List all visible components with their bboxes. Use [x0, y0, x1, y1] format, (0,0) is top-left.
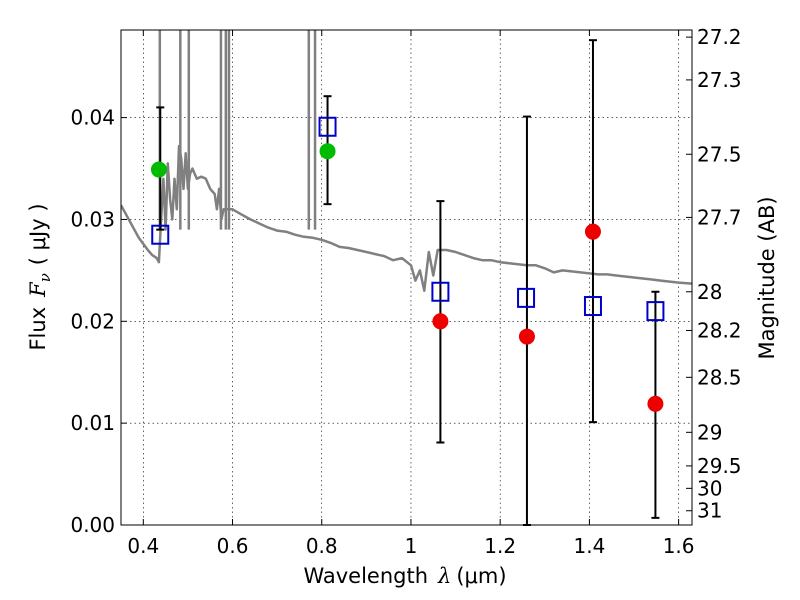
- y-tick-label: 0.03: [70, 207, 115, 231]
- y-tick-label: 0.02: [70, 309, 115, 333]
- detection-point: [319, 143, 336, 160]
- model-magnitude-square: [646, 301, 665, 322]
- x-tick-label: 0.8: [306, 534, 338, 558]
- upper-limit-point: [584, 223, 601, 240]
- x-tick-label: 0.6: [217, 534, 249, 558]
- y-tick-label: 0.04: [70, 106, 115, 130]
- y2-tick-label: 27.7: [697, 205, 742, 229]
- y2-tick-label: 27.2: [697, 25, 742, 49]
- y2-tick-label: 27.5: [697, 142, 742, 166]
- upper-limit-point: [518, 328, 535, 345]
- x-tick-label: 0.4: [127, 534, 159, 558]
- y-tick-label: 0.00: [70, 513, 115, 537]
- model-magnitude-square: [431, 281, 450, 302]
- y2-tick-label: 29: [697, 420, 722, 444]
- upper-limit-point: [647, 395, 664, 412]
- x-tick-label: 1.2: [484, 534, 516, 558]
- y2-tick-label: 27.3: [697, 68, 742, 92]
- x-tick-label: 1: [405, 534, 418, 558]
- x-tick-label: 1.6: [663, 534, 695, 558]
- upper-limit-point: [432, 313, 449, 330]
- y2-tick-label: 28.2: [697, 318, 742, 342]
- x-tick-label: 1.4: [573, 534, 605, 558]
- y2-tick-label: 29.5: [697, 454, 742, 478]
- markers: [150, 39, 665, 526]
- plot-area: [121, 30, 692, 292]
- plot-frame: [120, 29, 693, 526]
- y2-tick-label: 28.5: [697, 365, 742, 389]
- y2-axis-title: Magnitude (AB): [755, 196, 779, 359]
- y2-tick-label: 30: [697, 476, 722, 500]
- model-magnitude-square: [517, 287, 536, 308]
- y2-tick-label: 31: [697, 499, 722, 523]
- y-axis-title: FluxFν( μJy ): [26, 203, 54, 350]
- model-magnitude-square: [151, 224, 170, 245]
- model-magnitude-square: [583, 296, 602, 317]
- model-spectrum-line: [121, 144, 692, 292]
- detection-point: [150, 161, 167, 178]
- model-magnitude-square: [318, 116, 337, 137]
- axis-ticks: 0.4 0.6 0.8 1 1.2 1.4 1.6 0.00 0.01 0.02 0.03 0.04 2…: [70, 25, 741, 558]
- y-tick-label: 0.01: [70, 411, 115, 435]
- grid-lines: [121, 30, 692, 526]
- y2-tick-label: 28: [697, 280, 722, 304]
- x-axis-title: Wavelength λ (μm): [303, 564, 506, 588]
